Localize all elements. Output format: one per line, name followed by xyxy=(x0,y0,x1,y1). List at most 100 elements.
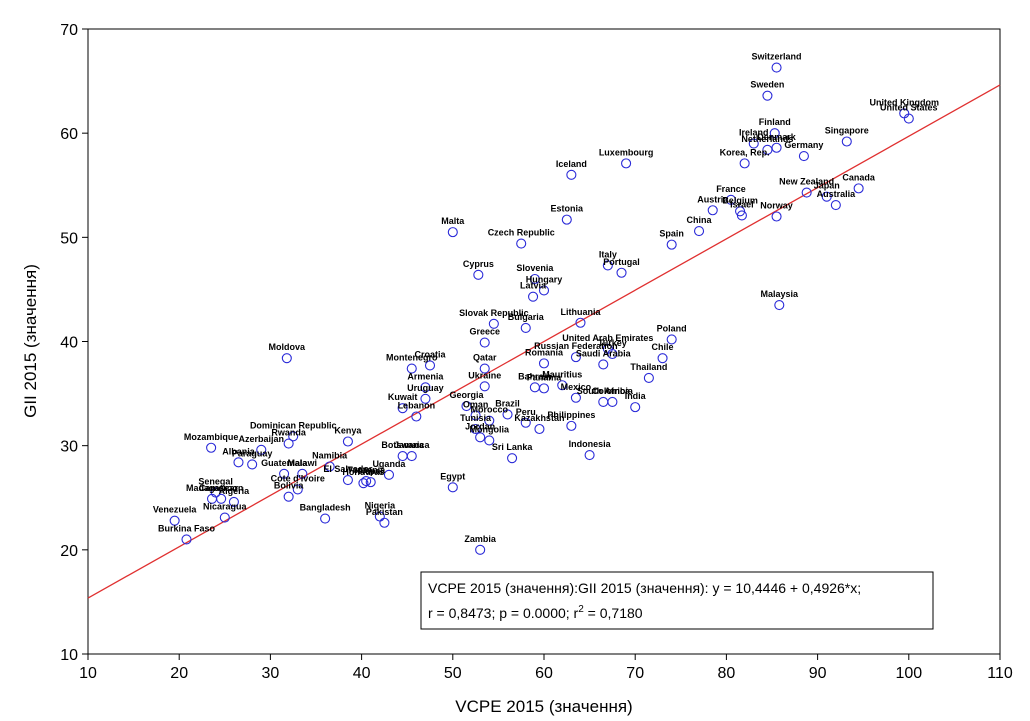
data-point xyxy=(516,238,527,249)
point-label: Albania xyxy=(222,446,256,456)
point-label: Sweden xyxy=(750,80,784,90)
point-label: Montenegro xyxy=(386,353,438,363)
point-label: Estonia xyxy=(551,204,585,214)
y-tick-label: 30 xyxy=(60,439,78,456)
point-label: Azerbaijan xyxy=(239,434,285,444)
point-label: Hungary xyxy=(526,274,563,284)
data-point xyxy=(762,144,773,155)
data-point xyxy=(424,360,436,371)
x-tick-label: 100 xyxy=(895,665,922,682)
point-label: Senegal xyxy=(198,477,233,487)
data-point xyxy=(841,136,852,147)
data-point xyxy=(297,468,308,479)
data-point xyxy=(570,352,581,363)
point-label: Uganda xyxy=(372,459,406,469)
data-point xyxy=(461,401,472,412)
point-label: Mozambique xyxy=(184,432,239,442)
x-tick-label: 70 xyxy=(626,665,644,682)
point-label: Guatemala xyxy=(261,458,308,468)
data-point xyxy=(484,435,495,446)
point-label: Slovenia xyxy=(516,263,554,273)
point-label: Mongolia xyxy=(470,424,510,434)
data-point xyxy=(397,403,408,414)
data-point xyxy=(292,484,303,495)
data-point xyxy=(853,183,864,194)
data-point xyxy=(566,420,577,431)
data-point xyxy=(607,348,618,360)
point-label: Thailand xyxy=(630,362,667,372)
data-point xyxy=(771,142,782,153)
data-point xyxy=(528,291,539,302)
data-point xyxy=(470,410,481,421)
data-point xyxy=(538,358,550,369)
x-tick-label: 50 xyxy=(444,665,462,682)
data-point xyxy=(484,415,495,426)
point-label: Egypt xyxy=(440,471,465,481)
point-label: Qatar xyxy=(473,353,497,363)
point-label: Ukraine xyxy=(468,370,501,380)
point-label: Jamaica xyxy=(394,440,431,450)
point-label: Botswana xyxy=(381,440,425,450)
point-label: Cote d'Ivoire xyxy=(271,473,325,483)
data-point xyxy=(762,90,773,101)
point-label: Romania xyxy=(525,347,564,357)
data-point xyxy=(657,353,668,364)
data-point xyxy=(283,438,294,449)
data-point xyxy=(420,393,431,404)
point-label: Tanzania xyxy=(347,465,386,475)
y-tick-label: 40 xyxy=(60,335,78,352)
point-label: United Arab Emirates xyxy=(562,333,653,343)
data-point xyxy=(643,372,654,384)
data-point xyxy=(748,138,759,149)
point-label: Namibia xyxy=(312,451,348,461)
point-label: Netherlands xyxy=(741,134,793,144)
data-point xyxy=(365,477,376,488)
point-label: Luxembourg xyxy=(599,147,654,157)
point-label: Bahrain xyxy=(518,371,552,381)
data-point xyxy=(411,411,422,422)
regression-layer xyxy=(87,84,1001,599)
point-label: Bulgaria xyxy=(508,312,545,322)
data-point xyxy=(529,273,540,285)
point-label: Latvia xyxy=(520,281,547,291)
x-tick-label: 20 xyxy=(170,665,188,682)
point-label: Zambia xyxy=(464,534,497,544)
point-label: Germany xyxy=(784,140,823,150)
data-point xyxy=(557,380,568,391)
data-point xyxy=(774,299,785,311)
point-label: Chile xyxy=(652,342,674,352)
point-label: Morocco xyxy=(471,405,509,415)
data-point xyxy=(903,113,914,124)
data-point xyxy=(502,409,513,420)
point-label: Iceland xyxy=(556,159,587,169)
data-point xyxy=(736,210,747,221)
data-point xyxy=(210,487,221,498)
stats-r2-sup: 2 xyxy=(578,604,584,615)
data-point xyxy=(475,544,486,555)
data-point xyxy=(379,517,390,528)
data-point xyxy=(607,396,618,407)
data-point xyxy=(279,468,290,479)
data-point xyxy=(630,402,641,413)
point-label: Malta xyxy=(441,216,465,226)
data-point xyxy=(798,151,809,162)
y-tick-label: 50 xyxy=(60,230,78,247)
point-label: Peru xyxy=(516,407,536,417)
stats-equation: VCPE 2015 (значення):GII 2015 (значення)… xyxy=(428,580,861,596)
point-label: Burkina Faso xyxy=(158,523,216,533)
data-point xyxy=(488,318,499,329)
x-tick-label: 40 xyxy=(353,665,371,682)
point-label: Pakistan xyxy=(366,507,403,517)
data-point xyxy=(228,496,239,507)
point-label: Paraguay xyxy=(232,448,273,458)
data-point xyxy=(320,513,331,524)
point-label: Korea, Rep. xyxy=(720,147,770,157)
data-point xyxy=(479,363,490,374)
point-label: Poland xyxy=(657,323,687,333)
point-label: Spain xyxy=(659,229,684,239)
data-point xyxy=(575,317,586,328)
data-point xyxy=(520,417,531,428)
point-label: Georgia xyxy=(449,390,484,400)
data-point xyxy=(801,187,812,198)
